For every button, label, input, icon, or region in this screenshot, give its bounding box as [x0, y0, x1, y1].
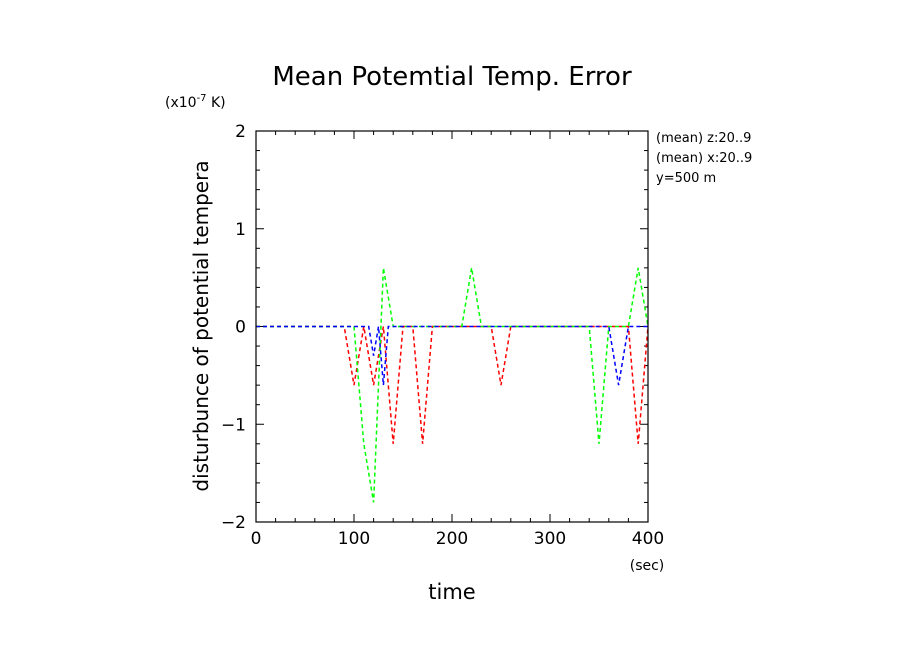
series-line-1 [256, 325, 649, 444]
x-tick-label: 100 [338, 529, 370, 549]
y-tick-label: 1 [235, 220, 246, 240]
y-tick-label: −2 [221, 513, 246, 533]
plot-frame [255, 130, 649, 523]
chart-title: Mean Potemtial Temp. Error [272, 62, 632, 92]
axis-ticks: 0 100 200 300 400 −2 −1 0 1 2 [221, 122, 664, 549]
x-axis-label: time [428, 580, 475, 604]
annotation-x: (mean) x:20..9 [656, 151, 752, 166]
x-tick-label: 200 [436, 529, 468, 549]
series-line-3 [256, 325, 648, 386]
x-axis-unit: (sec) [630, 558, 665, 574]
y-scale-label: (x10-7 K) [165, 93, 226, 111]
annotation-y: y=500 m [656, 171, 716, 186]
x-tick-label: 300 [534, 529, 566, 549]
series-line-2 [256, 267, 649, 503]
y-tick-label: 0 [235, 318, 246, 338]
annotation-z: (mean) z:20..9 [656, 131, 751, 146]
y-tick-label: −1 [221, 415, 246, 435]
x-tick-label: 0 [251, 529, 262, 549]
series-layer [256, 267, 649, 503]
y-tick-label: 2 [235, 122, 246, 142]
x-tick-label: 400 [632, 529, 664, 549]
y-axis-label: disturbunce of potential tempera [189, 160, 213, 491]
